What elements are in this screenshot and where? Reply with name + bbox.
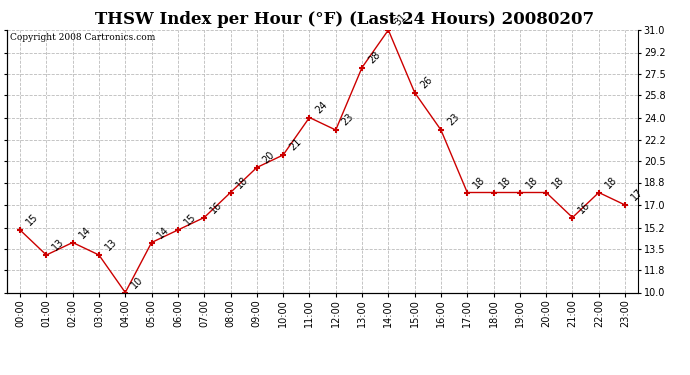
Text: 15: 15 <box>24 212 40 228</box>
Text: 14: 14 <box>156 225 172 240</box>
Text: 20: 20 <box>261 150 277 165</box>
Text: 23: 23 <box>445 112 461 128</box>
Text: 15: 15 <box>182 212 198 228</box>
Text: 31: 31 <box>393 12 408 28</box>
Text: 16: 16 <box>208 200 224 215</box>
Text: 24: 24 <box>313 99 329 116</box>
Text: 18: 18 <box>471 175 487 190</box>
Text: 16: 16 <box>577 200 593 215</box>
Text: THSW Index per Hour (°F) (Last 24 Hours) 20080207: THSW Index per Hour (°F) (Last 24 Hours)… <box>95 11 595 28</box>
Text: 18: 18 <box>524 175 540 190</box>
Text: 18: 18 <box>497 175 513 190</box>
Text: Copyright 2008 Cartronics.com: Copyright 2008 Cartronics.com <box>10 33 155 42</box>
Text: 13: 13 <box>103 237 119 253</box>
Text: 14: 14 <box>77 225 92 240</box>
Text: 28: 28 <box>366 50 382 65</box>
Text: 13: 13 <box>50 237 66 253</box>
Text: 26: 26 <box>419 75 435 90</box>
Text: 17: 17 <box>629 187 645 203</box>
Text: 18: 18 <box>603 175 619 190</box>
Text: 18: 18 <box>551 175 566 190</box>
Text: 23: 23 <box>340 112 356 128</box>
Text: 21: 21 <box>287 137 303 153</box>
Text: 18: 18 <box>235 175 250 190</box>
Text: 10: 10 <box>130 274 145 290</box>
